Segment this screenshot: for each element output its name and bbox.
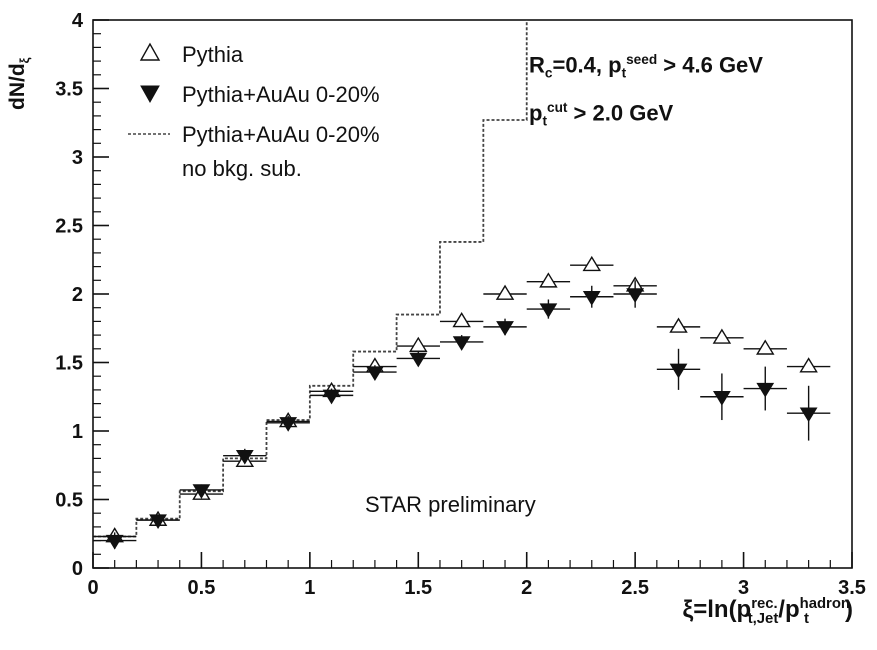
pythia-auau-point: [582, 291, 601, 306]
star-preliminary-label: STAR preliminary: [365, 492, 536, 517]
legend-label-pythia: Pythia: [182, 42, 244, 67]
legend-marker-pythia: [139, 42, 161, 61]
legend-label-no-bkg: Pythia+AuAu 0-20%: [182, 122, 380, 147]
pythia-auau-point: [669, 363, 688, 379]
pythia-auau-point: [105, 534, 124, 550]
pythia-point: [582, 255, 602, 272]
x-tick-label: 2: [521, 577, 532, 599]
pythia-auau-point: [322, 389, 341, 405]
pythia-auau-point: [799, 407, 818, 423]
x-axis-label: ξ=ln(prec.t,Jet/phadront): [682, 596, 853, 627]
x-tick-label: 3.5: [838, 577, 866, 599]
annotation-cone-radius: Rc=0.4, ptseed > 4.6 GeV: [529, 52, 763, 81]
pythia-point: [409, 336, 428, 352]
x-tick-label: 1.5: [404, 577, 432, 599]
pythia-point: [452, 312, 471, 328]
pythia-auau-point: [366, 366, 384, 382]
y-tick-label: 1.5: [55, 353, 83, 375]
pythia-point: [495, 284, 515, 300]
annotation-pt-cut: ptcut > 2.0 GeV: [529, 100, 674, 129]
pythia-auau-point: [539, 303, 558, 319]
y-tick-label: 3: [72, 147, 83, 169]
pythia-auau-point: [279, 417, 298, 432]
series-no-bkg-sub-step: [93, 20, 528, 538]
pythia-point: [799, 357, 818, 373]
legend-label-no-bkg-line2: no bkg. sub.: [182, 156, 302, 181]
pythia-point: [539, 272, 558, 288]
pythia-auau-point: [409, 352, 428, 368]
pythia-point: [756, 339, 775, 355]
x-tick-label: 0: [87, 577, 98, 599]
pythia-auau-point: [452, 336, 471, 351]
y-axis-label: dN/dξ: [6, 57, 33, 110]
pythia-auau-point: [496, 321, 514, 336]
y-tick-label: 3.5: [55, 79, 83, 101]
y-tick-label: 0.5: [55, 490, 83, 512]
pythia-auau-point: [626, 288, 645, 303]
pythia-point: [712, 328, 732, 344]
y-tick-label: 2.5: [55, 216, 83, 238]
y-tick-label: 1: [72, 421, 83, 443]
x-tick-label: 3: [738, 577, 749, 599]
legend-label-pythia-auau: Pythia+AuAu 0-20%: [182, 82, 380, 107]
legend-marker-pythia-auau: [140, 85, 160, 104]
y-tick-label: 2: [72, 284, 83, 306]
x-tick-label: 1: [304, 577, 315, 599]
pythia-auau-point: [192, 484, 211, 499]
pythia-auau-point: [235, 449, 254, 465]
pythia-auau-point: [712, 391, 731, 406]
y-tick-label: 4: [72, 10, 84, 32]
y-tick-label: 0: [72, 558, 83, 580]
x-tick-label: 0.5: [188, 577, 216, 599]
pythia-auau-point: [149, 514, 167, 530]
pythia-point: [669, 317, 688, 333]
pythia-auau-point: [756, 382, 775, 398]
x-tick-label: 2.5: [621, 577, 649, 599]
